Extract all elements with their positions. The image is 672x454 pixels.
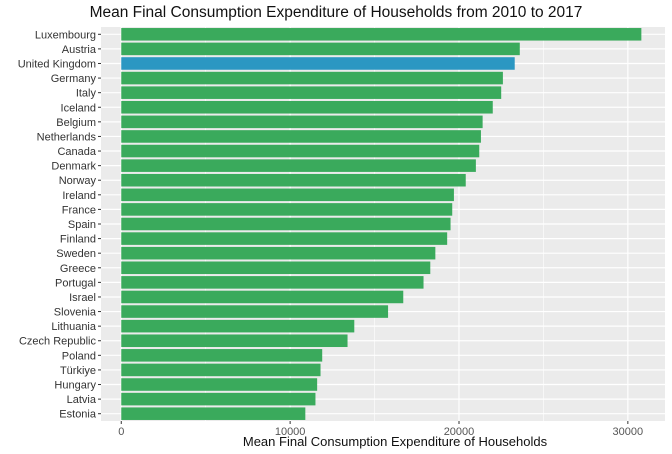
bar <box>121 246 436 260</box>
bar <box>121 188 454 202</box>
bar <box>121 86 502 99</box>
chart-title: Mean Final Consumption Expenditure of Ho… <box>89 4 583 21</box>
bar <box>121 261 431 275</box>
bar <box>121 42 520 56</box>
y-tick-label: Italy <box>76 88 97 100</box>
bar <box>121 363 321 377</box>
bar <box>121 217 451 231</box>
bar <box>121 203 453 216</box>
bar <box>121 290 404 304</box>
bar <box>121 392 316 406</box>
y-tick-label: United Kingdom <box>18 58 96 70</box>
x-tick-label: 0 <box>118 426 124 438</box>
y-tick-label: Finland <box>60 234 96 246</box>
bar <box>121 28 642 41</box>
bar <box>121 115 483 129</box>
y-tick-label: Israel <box>69 292 96 304</box>
bar <box>121 378 318 391</box>
y-tick-label: Ireland <box>62 190 96 202</box>
y-tick-label: Netherlands <box>37 131 97 143</box>
bar <box>121 100 493 114</box>
x-tick-label: 10000 <box>275 426 306 438</box>
y-tick-label: Estonia <box>59 409 97 421</box>
y-tick-label: Portugal <box>55 277 96 289</box>
bar <box>121 232 448 245</box>
bar <box>121 319 355 333</box>
bar <box>121 305 389 318</box>
bar <box>121 130 481 143</box>
bar <box>121 349 323 362</box>
y-tick-label: Hungary <box>54 380 96 392</box>
y-tick-label: Norway <box>59 175 97 187</box>
y-tick-label: Lithuania <box>51 321 97 333</box>
x-tick-label: 30000 <box>613 426 644 438</box>
y-tick-label: Belgium <box>56 117 96 129</box>
bar <box>121 159 476 172</box>
y-tick-label: Czech Republic <box>19 336 97 348</box>
y-tick-label: Türkiye <box>60 365 96 377</box>
y-tick-label: Iceland <box>61 102 96 114</box>
y-tick-label: Germany <box>51 73 97 85</box>
bar <box>121 144 480 158</box>
x-tick-label: 20000 <box>444 426 475 438</box>
x-axis-label: Mean Final Consumption Expenditure of Ho… <box>242 434 548 449</box>
bar <box>121 173 466 187</box>
y-tick-label: Austria <box>62 44 97 56</box>
bar <box>121 334 348 348</box>
y-tick-label: Denmark <box>51 161 96 173</box>
bar <box>121 71 503 85</box>
y-tick-label: Sweden <box>56 248 96 260</box>
y-tick-label: Spain <box>68 219 96 231</box>
y-tick-label: Poland <box>62 350 96 362</box>
y-tick-label: France <box>62 204 96 216</box>
y-tick-label: Greece <box>60 263 96 275</box>
bar <box>121 407 306 420</box>
y-tick-label: Latvia <box>67 394 97 406</box>
y-tick-label: Slovenia <box>54 307 97 319</box>
bar <box>121 57 515 70</box>
y-tick-label: Luxembourg <box>35 29 96 41</box>
y-tick-label: Canada <box>57 146 96 158</box>
bar <box>121 276 424 289</box>
